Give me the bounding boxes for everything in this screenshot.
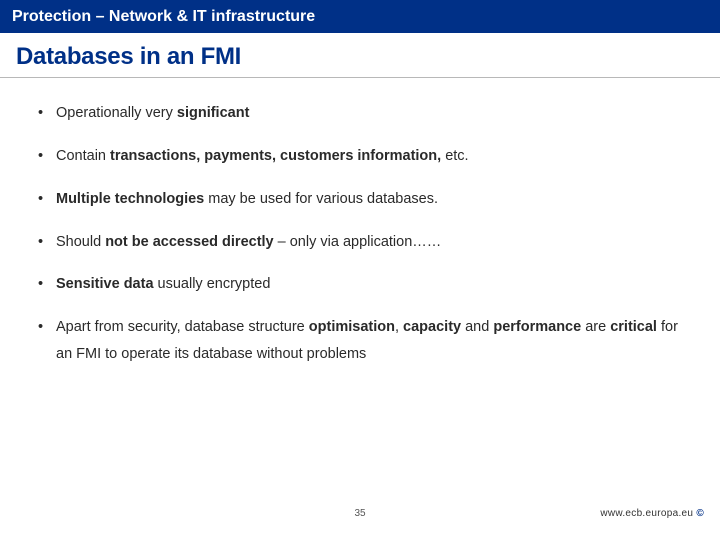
- text: are: [581, 319, 610, 335]
- bold-text: transactions, payments, customers inform…: [110, 148, 441, 164]
- text: usually encrypted: [154, 276, 271, 292]
- slide-title: Databases in an FMI: [16, 43, 704, 71]
- footer: 35 www.ecb.europa.eu ©: [0, 508, 720, 528]
- text: Should: [56, 234, 105, 250]
- bold-text: optimisation: [309, 319, 395, 335]
- header-bar: Protection – Network & IT infrastructure: [0, 0, 720, 33]
- text: Contain: [56, 148, 110, 164]
- list-item: Sensitive data usually encrypted: [38, 271, 682, 298]
- bold-text: Sensitive data: [56, 276, 154, 292]
- url-text: www.ecb.europa.eu: [600, 508, 693, 519]
- slide: Protection – Network & IT infrastructure…: [0, 0, 720, 540]
- bold-text: critical: [610, 319, 657, 335]
- text: may be used for various databases.: [204, 191, 438, 207]
- bold-text: Multiple technologies: [56, 191, 204, 207]
- page-number: 35: [354, 508, 365, 519]
- list-item: Contain transactions, payments, customer…: [38, 143, 682, 170]
- text: etc.: [441, 148, 468, 164]
- text: Apart from security, database structure: [56, 319, 309, 335]
- footer-url: www.ecb.europa.eu ©: [600, 508, 704, 519]
- text: Operationally very: [56, 105, 177, 121]
- list-item: Multiple technologies may be used for va…: [38, 186, 682, 213]
- title-wrap: Databases in an FMI: [0, 33, 720, 71]
- bullet-list: Operationally very significant Contain t…: [38, 100, 682, 368]
- header-title: Protection – Network & IT infrastructure: [12, 8, 315, 25]
- text: ,: [395, 319, 403, 335]
- list-item: Apart from security, database structure …: [38, 314, 682, 368]
- bold-text: significant: [177, 105, 250, 121]
- bold-text: performance: [493, 319, 581, 335]
- text: – only via application……: [274, 234, 442, 250]
- bold-text: not be accessed directly: [105, 234, 273, 250]
- text: and: [461, 319, 493, 335]
- list-item: Operationally very significant: [38, 100, 682, 127]
- bold-text: capacity: [403, 319, 461, 335]
- copyright-icon: ©: [693, 508, 704, 519]
- list-item: Should not be accessed directly – only v…: [38, 229, 682, 256]
- content: Operationally very significant Contain t…: [0, 78, 720, 368]
